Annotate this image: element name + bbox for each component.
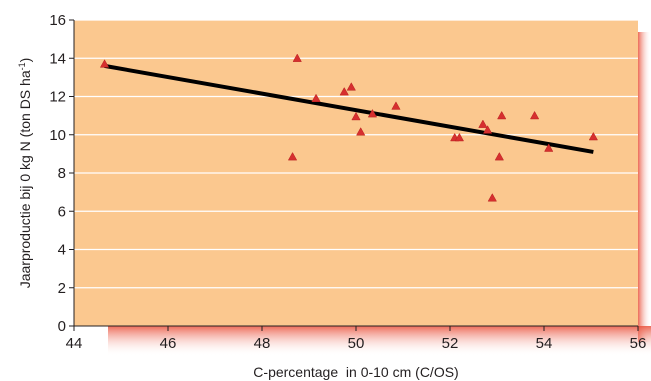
data-points	[99, 53, 598, 202]
data-point-2	[292, 53, 302, 62]
data-point-0	[99, 59, 110, 68]
y-tick-label-3: 6	[58, 203, 66, 220]
trendline-group	[104, 63, 594, 154]
y-axis-title-superscript: -1	[17, 62, 27, 70]
data-point-15	[494, 152, 504, 161]
x-tick-label-1: 46	[160, 335, 177, 352]
data-point-6	[351, 111, 361, 121]
data-point-4	[339, 87, 349, 96]
data-point-3	[311, 93, 321, 103]
x-tick-label-4: 52	[442, 335, 459, 352]
x-tick-label-3: 50	[348, 335, 365, 352]
y-tick-labels: 0 2 4 6 8 10 12 14 16	[49, 12, 66, 335]
x-tick-label-0: 44	[66, 335, 83, 352]
y-tick-label-2: 4	[58, 242, 66, 259]
data-point-5	[346, 82, 356, 91]
trendline	[104, 63, 594, 154]
data-point-9	[391, 101, 401, 110]
data-point-1	[287, 152, 298, 161]
gridlines	[74, 19, 638, 289]
x-tick-label-5: 54	[536, 335, 553, 352]
data-point-16	[497, 110, 507, 120]
x-tick-labels: 44 46 48 50 52 54 56	[66, 335, 647, 352]
y-tick-label-1: 2	[58, 280, 66, 297]
plot-shadow	[108, 32, 651, 356]
y-tick-label-0: 0	[58, 318, 66, 335]
data-point-8	[367, 108, 378, 118]
y-tick-label-4: 8	[58, 165, 66, 182]
data-point-14	[487, 193, 497, 202]
x-axis-title: C-percentage in 0-10 cm (C/OS)	[253, 364, 458, 380]
y-axis-title: Jaarproductie bij 0 kg N (ton DS ha-1)	[17, 58, 33, 289]
data-point-18	[544, 143, 554, 152]
y-tick-label-7: 14	[49, 50, 66, 67]
data-point-17	[529, 110, 540, 120]
y-axis-title-suffix: )	[17, 58, 33, 63]
x-tick-label-2: 48	[254, 335, 271, 352]
y-tick-label-8: 16	[49, 12, 66, 29]
data-point-19	[588, 131, 598, 141]
x-tick-label-6: 56	[630, 335, 647, 352]
data-point-13	[482, 125, 493, 134]
data-point-11	[454, 132, 465, 142]
data-point-7	[356, 127, 366, 136]
axes	[69, 19, 639, 331]
y-tick-label-5: 10	[49, 127, 66, 144]
data-point-12	[478, 119, 488, 128]
y-tick-label-6: 12	[49, 89, 66, 106]
